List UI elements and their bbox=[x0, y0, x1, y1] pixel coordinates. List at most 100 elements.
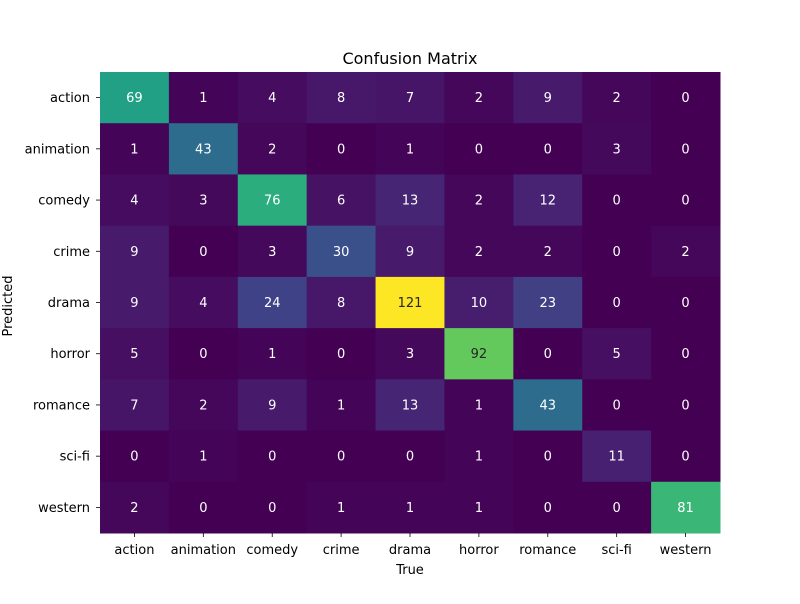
cell-value-label: 10 bbox=[471, 296, 488, 311]
heatmap-cell bbox=[651, 225, 721, 278]
cell-value-label: 0 bbox=[268, 501, 276, 516]
cell-value-label: 3 bbox=[406, 347, 414, 362]
cell-value-label: 9 bbox=[130, 245, 138, 260]
cell-value-label: 2 bbox=[268, 142, 276, 157]
heatmap-cell bbox=[375, 225, 445, 278]
heatmap-cell bbox=[168, 328, 239, 380]
cell-value-label: 0 bbox=[681, 347, 689, 362]
x-tick-label: action bbox=[114, 543, 154, 558]
heatmap-cell bbox=[444, 174, 514, 227]
heatmap-cell bbox=[444, 481, 514, 534]
cell-value-label: 0 bbox=[199, 245, 207, 260]
cell-value-label: 12 bbox=[540, 194, 557, 209]
y-tick-label: horror bbox=[50, 347, 90, 362]
cell-value-label: 9 bbox=[544, 91, 552, 106]
cell-value-label: 2 bbox=[475, 91, 483, 106]
cell-value-label: 5 bbox=[613, 347, 621, 362]
heatmap-cell bbox=[375, 276, 445, 329]
heatmap-cell bbox=[582, 379, 652, 432]
cell-value-label: 0 bbox=[199, 501, 207, 516]
heatmap-cell bbox=[237, 174, 308, 227]
x-tick-label: crime bbox=[323, 543, 360, 558]
heatmap-cell bbox=[513, 225, 583, 278]
heatmap-cell bbox=[375, 379, 445, 432]
heatmap-cell bbox=[168, 123, 239, 175]
heatmap-cell bbox=[168, 481, 239, 534]
heatmap-cell bbox=[651, 276, 721, 329]
cell-value-label: 0 bbox=[613, 398, 621, 413]
y-tick-label: comedy bbox=[38, 194, 90, 209]
heatmap-cell bbox=[100, 123, 170, 175]
heatmap-cell bbox=[375, 72, 445, 124]
cell-value-label: 0 bbox=[681, 296, 689, 311]
heatmap-cell bbox=[444, 379, 514, 432]
x-tick-label: romance bbox=[519, 543, 576, 558]
x-tick-label: sci-fi bbox=[601, 543, 631, 558]
cell-value-label: 23 bbox=[540, 296, 557, 311]
cell-value-label: 0 bbox=[337, 347, 345, 362]
heatmap-cell bbox=[513, 430, 583, 483]
heatmap-cell bbox=[582, 481, 652, 534]
cell-value-label: 0 bbox=[199, 347, 207, 362]
cell-value-label: 13 bbox=[402, 194, 419, 209]
heatmap-cell bbox=[582, 123, 652, 175]
cell-value-label: 43 bbox=[540, 398, 557, 413]
cell-value-label: 1 bbox=[337, 398, 345, 413]
heatmap-cell bbox=[375, 123, 445, 175]
cell-value-label: 6 bbox=[337, 194, 345, 209]
x-tick-label: horror bbox=[459, 543, 499, 558]
x-tick-label: comedy bbox=[246, 543, 298, 558]
cell-value-label: 1 bbox=[337, 501, 345, 516]
x-axis-label: True bbox=[395, 563, 424, 578]
cell-value-label: 8 bbox=[337, 296, 345, 311]
y-tick-label: crime bbox=[53, 245, 90, 260]
heatmap-cell bbox=[168, 276, 239, 329]
heatmap-cell bbox=[100, 481, 170, 534]
cell-value-label: 7 bbox=[406, 91, 414, 106]
cell-value-label: 43 bbox=[195, 142, 212, 157]
cell-value-label: 1 bbox=[406, 501, 414, 516]
heatmap-cell bbox=[513, 328, 583, 380]
cell-value-label: 0 bbox=[406, 450, 414, 465]
cell-value-label: 0 bbox=[544, 142, 552, 157]
heatmap-cell bbox=[100, 276, 170, 329]
heatmap-cell bbox=[168, 430, 239, 483]
heatmap-cell bbox=[513, 379, 583, 432]
heatmap-cell bbox=[306, 123, 377, 175]
cell-value-label: 2 bbox=[475, 194, 483, 209]
heatmap-cell bbox=[513, 72, 583, 124]
cell-value-label: 5 bbox=[130, 347, 138, 362]
y-tick-label: drama bbox=[48, 296, 90, 311]
cell-value-label: 0 bbox=[337, 142, 345, 157]
cell-value-label: 1 bbox=[475, 450, 483, 465]
cell-value-label: 9 bbox=[406, 245, 414, 260]
heatmap-cell bbox=[168, 225, 239, 278]
y-axis-ticks: action animation comedy crime drama horror rom… bbox=[25, 91, 100, 516]
cell-value-label: 0 bbox=[544, 450, 552, 465]
heatmap-cell bbox=[100, 72, 170, 124]
heatmap-cell bbox=[306, 276, 377, 329]
heatmap-cell bbox=[375, 481, 445, 534]
heatmap-cell bbox=[582, 225, 652, 278]
cell-value-label: 3 bbox=[613, 142, 621, 157]
heatmap-cell bbox=[168, 72, 239, 124]
cell-value-label: 9 bbox=[268, 398, 276, 413]
y-tick-label: sci-fi bbox=[60, 450, 90, 465]
x-tick-label: western bbox=[660, 543, 712, 558]
heatmap-cell bbox=[100, 328, 170, 380]
heatmap-cell bbox=[306, 481, 377, 534]
heatmap-cell bbox=[306, 174, 377, 227]
cell-value-label: 1 bbox=[199, 450, 207, 465]
cell-value-label: 24 bbox=[264, 296, 281, 311]
heatmap-cell bbox=[651, 174, 721, 227]
heatmap-cells bbox=[100, 72, 721, 534]
heatmap-cell bbox=[237, 72, 308, 124]
heatmap-cell bbox=[306, 379, 377, 432]
heatmap-cell bbox=[237, 430, 308, 483]
heatmap-cell bbox=[513, 174, 583, 227]
heatmap-cell bbox=[444, 328, 514, 380]
heatmap-cell bbox=[306, 328, 377, 380]
heatmap-cell bbox=[375, 174, 445, 227]
cell-value-label: 0 bbox=[613, 245, 621, 260]
cell-value-label: 0 bbox=[681, 398, 689, 413]
